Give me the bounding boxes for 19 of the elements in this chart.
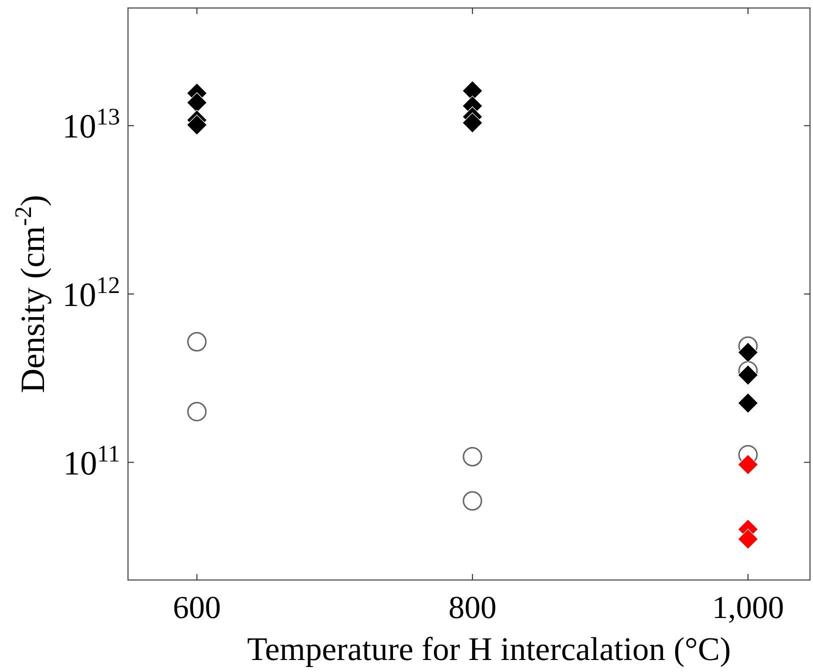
x-tick-label: 1,000: [712, 589, 784, 625]
point: [187, 332, 207, 352]
point: [462, 446, 482, 466]
point: [738, 364, 758, 386]
y-tick-label: 10$^{13}$: [62, 104, 120, 146]
point: [187, 402, 207, 422]
y-tick-label: 10$^{12}$: [62, 273, 120, 314]
point: [186, 114, 208, 136]
point: [738, 342, 758, 363]
point: [462, 112, 483, 134]
point: [186, 92, 208, 113]
y-tick-label: 10$^{11}$: [63, 441, 120, 482]
point: [462, 491, 482, 511]
x-axis-title: Temperature for H intercalation (°C): [247, 632, 731, 668]
point: [738, 454, 758, 475]
x-tick-label: 800: [448, 589, 496, 625]
point: [738, 392, 758, 414]
point: [738, 528, 758, 550]
x-tick-label: 600: [172, 589, 221, 625]
